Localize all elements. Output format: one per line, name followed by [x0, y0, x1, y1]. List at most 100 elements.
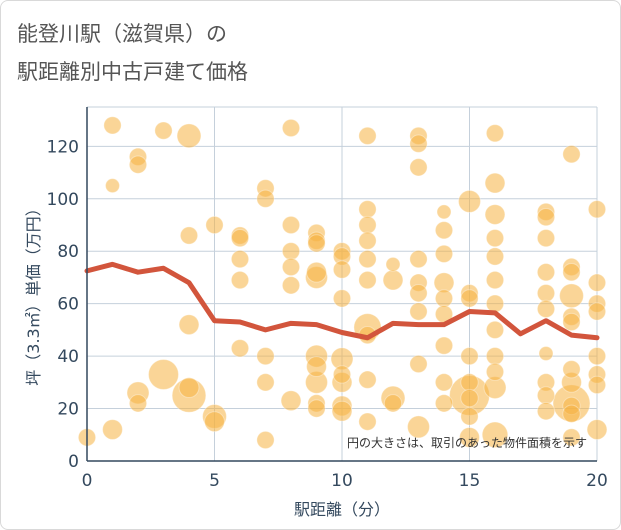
bubble-point: [484, 172, 506, 194]
bubble-point: [385, 256, 401, 272]
x-tick-label: 0: [82, 471, 93, 491]
bubble-point: [485, 294, 505, 313]
bubble-point: [281, 276, 301, 295]
bubble-point: [481, 421, 509, 449]
bubble-point: [536, 263, 556, 282]
bubble-point: [383, 394, 403, 413]
bubble-point: [460, 373, 479, 392]
bubble-point: [230, 228, 250, 248]
bubble-point: [485, 228, 505, 248]
bubble-point: [176, 123, 202, 149]
bubble-point: [562, 404, 581, 423]
bubble-point: [409, 302, 428, 321]
bubble-point: [536, 228, 556, 248]
bubble-point: [562, 145, 581, 164]
bubble-point: [485, 362, 505, 382]
y-tick-label: 60: [57, 295, 79, 315]
y-tick-label: 40: [57, 347, 79, 367]
bubble-point: [256, 189, 275, 208]
x-tick-label: 20: [586, 471, 608, 491]
bubble-point: [562, 360, 581, 379]
bubble-point: [538, 345, 554, 361]
bubble-point: [230, 249, 250, 269]
bubble-point: [178, 377, 200, 399]
bubble-point: [307, 399, 326, 418]
bubble-point: [358, 200, 377, 219]
bubble-point: [332, 289, 352, 308]
y-tick-label: 80: [57, 242, 79, 262]
tick-labels: 0 5 10 15 20 0 20 40 60 80 100 120: [47, 137, 608, 491]
bubble-point: [587, 346, 607, 366]
average-line-layer: [84, 261, 600, 341]
bubble-point: [128, 155, 148, 174]
bubble-point: [409, 249, 428, 269]
bubble-point: [358, 249, 377, 269]
bubble-point: [562, 428, 581, 447]
bubble-point: [559, 283, 584, 309]
bubble-point: [103, 116, 122, 135]
y-tick-label: 20: [57, 400, 79, 420]
bubble-point: [485, 124, 505, 143]
bubble-point: [536, 207, 556, 227]
bubble-point: [536, 402, 556, 421]
bubble-point: [485, 346, 505, 366]
bubble-point: [409, 134, 428, 153]
bubble-point: [148, 358, 179, 390]
bubble-point: [485, 270, 505, 290]
bubble-point: [256, 430, 275, 450]
bubble-point: [358, 215, 377, 235]
bubble-point: [587, 302, 607, 321]
bubble-point: [587, 273, 607, 292]
bubble-point: [460, 407, 479, 426]
bubble-point: [409, 158, 428, 177]
bubble-point: [205, 215, 224, 235]
bubble-point: [434, 336, 454, 355]
bubble-point: [409, 284, 428, 303]
chart-title-line-2: 駅距離別中古戸建て価格: [17, 60, 248, 84]
bubble-point: [434, 394, 454, 413]
bubble-point: [281, 215, 301, 235]
bubble-point: [536, 284, 556, 303]
bubble-point: [230, 339, 250, 358]
size-note: 円の大きさは、取引のあった物件面積を示す: [347, 435, 587, 450]
bubble-point: [484, 204, 506, 225]
bubble-point: [256, 373, 275, 392]
bubble-point: [458, 189, 481, 213]
axes: [86, 107, 597, 462]
bubble-point: [485, 320, 505, 340]
bubble-point: [280, 390, 302, 412]
bubble-point: [436, 204, 452, 220]
bubble-point: [485, 247, 505, 266]
bubble-point: [434, 244, 454, 264]
x-tick-label: 5: [209, 471, 220, 491]
bubble-point: [460, 388, 479, 408]
bubble-point: [562, 312, 581, 332]
bubble-point: [358, 370, 377, 389]
y-axis-label: 坪（3.3㎡）単価（万円）: [24, 200, 43, 385]
bubble-point: [358, 231, 377, 250]
bubble-point: [105, 178, 120, 194]
bubble-point: [154, 121, 173, 140]
bubble-point: [204, 411, 225, 433]
bubble-point: [409, 354, 428, 374]
x-axis-label: 駅距離（分）: [294, 500, 390, 519]
bubble-point: [460, 289, 479, 308]
bubble-point: [587, 375, 607, 395]
bubble-point: [536, 299, 556, 319]
bubble-point: [102, 419, 123, 440]
bubble-point: [434, 289, 454, 308]
bubble-point: [256, 346, 275, 366]
y-tick-label: 120: [47, 137, 79, 157]
bubble-point: [332, 260, 352, 279]
bubble-point: [358, 412, 377, 431]
bubble-point: [230, 270, 250, 290]
bubble-point: [459, 426, 480, 448]
bubble-point: [434, 373, 454, 392]
bubble-point: [281, 242, 301, 261]
bubble-point: [307, 234, 326, 253]
chart-title-line-1: 能登川駅（滋賀県）の: [17, 22, 227, 46]
bubble-point: [306, 261, 327, 283]
y-tick-label: 0: [68, 452, 79, 472]
bubble-point: [306, 356, 327, 378]
